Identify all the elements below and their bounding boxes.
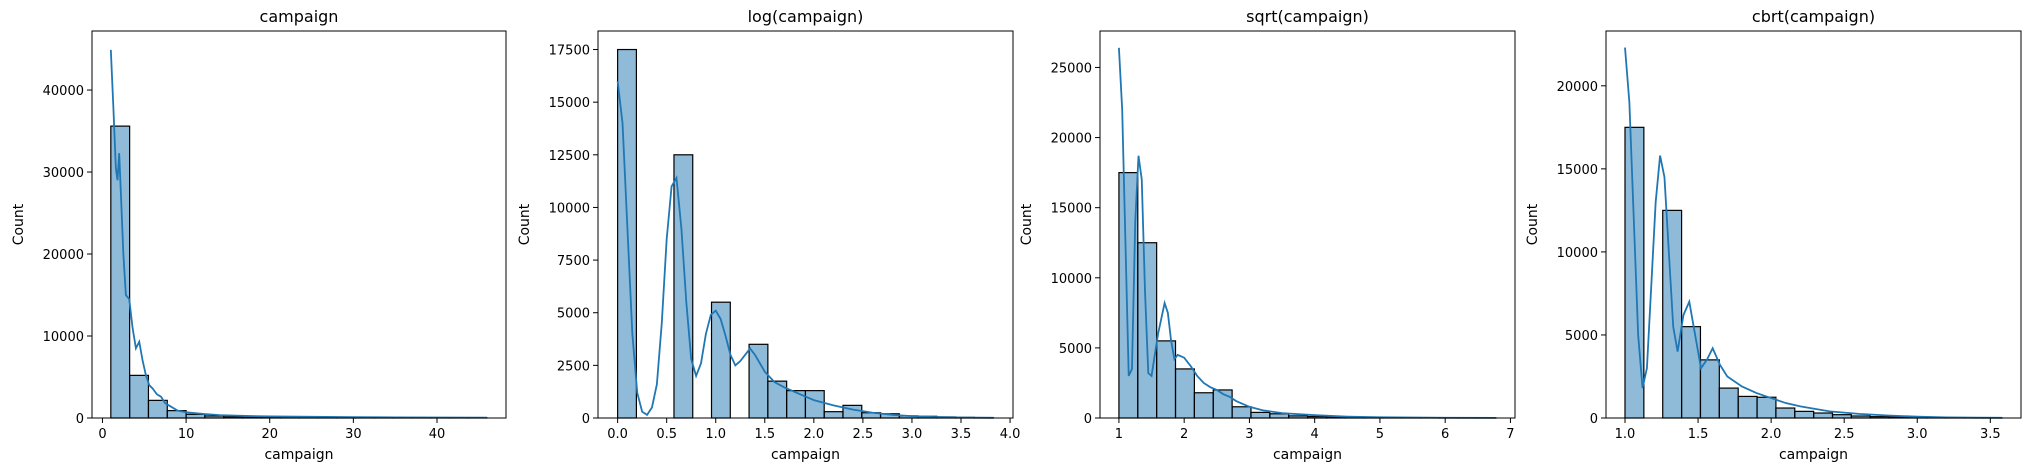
histogram-bar bbox=[1813, 412, 1834, 419]
x-axis-label: campaign bbox=[264, 447, 333, 463]
y-tick-label: 10000 bbox=[549, 201, 590, 216]
x-tick-label: 4.0 bbox=[1000, 427, 1021, 442]
histogram-bar bbox=[129, 374, 150, 419]
histogram-bar bbox=[673, 154, 694, 419]
y-tick-label: 30000 bbox=[43, 166, 84, 181]
y-tick-label: 0 bbox=[1590, 412, 1598, 427]
y-tick-label: 5000 bbox=[1565, 329, 1598, 344]
x-tick-label: 3.5 bbox=[951, 427, 972, 442]
kde-line bbox=[616, 81, 994, 419]
x-tick-label: 3.0 bbox=[1907, 427, 1928, 442]
kde-line bbox=[1624, 47, 2003, 419]
y-tick-label: 12500 bbox=[549, 149, 590, 164]
y-tick-label: 0 bbox=[582, 412, 590, 427]
y-tick-label: 17500 bbox=[549, 44, 590, 59]
histogram-bar bbox=[823, 411, 844, 419]
x-tick-label: 1.0 bbox=[705, 427, 726, 442]
x-tick-label: 30 bbox=[345, 427, 362, 442]
histogram-bar bbox=[1756, 396, 1777, 419]
kde-line bbox=[109, 49, 488, 419]
y-tick-label: 20000 bbox=[1051, 132, 1092, 147]
chart-panel-1: 0 10 20 30 40 0 10000 20000 30000 40000 campaign ca… bbox=[11, 7, 507, 463]
x-tick-label: 2.0 bbox=[1761, 427, 1782, 442]
x-axis-label: campaign bbox=[1779, 447, 1848, 463]
histogram-bar bbox=[1193, 392, 1214, 419]
chart-panel-3: 1 2 3 4 5 6 7 0 5000 10000 15000 20000 25000 sqrt(cam… bbox=[1019, 7, 1516, 463]
plot-frame bbox=[91, 30, 507, 419]
y-tick-label: 5000 bbox=[557, 307, 590, 322]
y-tick-label: 40000 bbox=[43, 84, 84, 99]
y-tick-label: 10000 bbox=[1557, 246, 1598, 261]
plot-frame bbox=[1605, 30, 2022, 419]
x-tick-label: 6 bbox=[1441, 427, 1449, 442]
x-tick-label: 2.5 bbox=[1834, 427, 1855, 442]
histogram-bar bbox=[185, 413, 206, 419]
x-tick-label: 1.5 bbox=[1688, 427, 1709, 442]
histogram-bar bbox=[748, 343, 769, 419]
plot-frame bbox=[597, 30, 1014, 419]
x-tick-label: 2 bbox=[1180, 427, 1188, 442]
x-tick-label: 2.5 bbox=[853, 427, 874, 442]
kde-line bbox=[1118, 47, 1497, 419]
chart-title: sqrt(campaign) bbox=[1246, 7, 1369, 26]
x-tick-label: 3.0 bbox=[902, 427, 923, 442]
x-tick-label: 1.5 bbox=[754, 427, 775, 442]
y-tick-label: 7500 bbox=[557, 254, 590, 269]
histogram-bar bbox=[1794, 410, 1815, 419]
chart-title: cbrt(campaign) bbox=[1752, 7, 1875, 26]
histogram-bar bbox=[1775, 407, 1796, 419]
y-axis-label: Count bbox=[1525, 203, 1541, 245]
y-axis-label: Count bbox=[1019, 203, 1035, 245]
histogram-bar bbox=[1718, 387, 1739, 419]
x-tick-label: 0 bbox=[98, 427, 106, 442]
histogram-bar bbox=[1250, 411, 1271, 419]
histogram-bar bbox=[1737, 395, 1758, 419]
x-tick-label: 5 bbox=[1376, 427, 1384, 442]
chart-panel-4: 1.0 1.5 2.0 2.5 3.0 3.5 0 5000 10000 15000 20000 cb… bbox=[1525, 7, 2022, 463]
y-tick-label: 0 bbox=[76, 412, 84, 427]
chart-title: campaign bbox=[260, 7, 339, 26]
x-tick-label: 10 bbox=[178, 427, 195, 442]
y-tick-label: 0 bbox=[1084, 412, 1092, 427]
y-axis-label: Count bbox=[11, 203, 27, 245]
y-tick-label: 10000 bbox=[1051, 272, 1092, 287]
y-tick-label: 20000 bbox=[43, 248, 84, 263]
x-tick-label: 20 bbox=[261, 427, 278, 442]
y-tick-label: 25000 bbox=[1051, 61, 1092, 76]
x-tick-label: 4 bbox=[1311, 427, 1319, 442]
histogram-bar bbox=[1699, 359, 1720, 419]
x-tick-label: 0.0 bbox=[607, 427, 628, 442]
x-tick-label: 3 bbox=[1245, 427, 1253, 442]
y-tick-label: 15000 bbox=[1557, 163, 1598, 178]
x-tick-label: 0.5 bbox=[656, 427, 677, 442]
histogram-bar bbox=[1174, 368, 1195, 419]
plot-frame bbox=[1099, 30, 1516, 419]
x-tick-label: 7 bbox=[1506, 427, 1514, 442]
chart-title: log(campaign) bbox=[748, 7, 864, 26]
x-tick-label: 2.0 bbox=[803, 427, 824, 442]
y-axis-label: Count bbox=[517, 203, 533, 245]
x-axis-label: campaign bbox=[1273, 447, 1342, 463]
histogram-bar bbox=[1680, 326, 1702, 419]
histogram-bar bbox=[1231, 406, 1252, 419]
y-tick-label: 20000 bbox=[1557, 80, 1598, 95]
x-tick-label: 3.5 bbox=[1980, 427, 2001, 442]
y-tick-label: 5000 bbox=[1059, 342, 1092, 357]
chart-panel-2: 0.0 0.5 1.0 1.5 2.0 2.5 3.0 3.5 4.0 0 2500 5000 7500… bbox=[517, 7, 1020, 463]
x-tick-label: 40 bbox=[429, 427, 446, 442]
histogram-bar bbox=[804, 390, 825, 419]
x-axis-label: campaign bbox=[771, 447, 840, 463]
x-tick-label: 1 bbox=[1115, 427, 1123, 442]
y-tick-label: 15000 bbox=[1051, 202, 1092, 217]
x-tick-label: 1.0 bbox=[1615, 427, 1636, 442]
y-tick-label: 15000 bbox=[549, 96, 590, 111]
histogram-bar bbox=[1269, 413, 1290, 419]
y-tick-label: 2500 bbox=[557, 359, 590, 374]
y-tick-label: 10000 bbox=[43, 330, 84, 345]
